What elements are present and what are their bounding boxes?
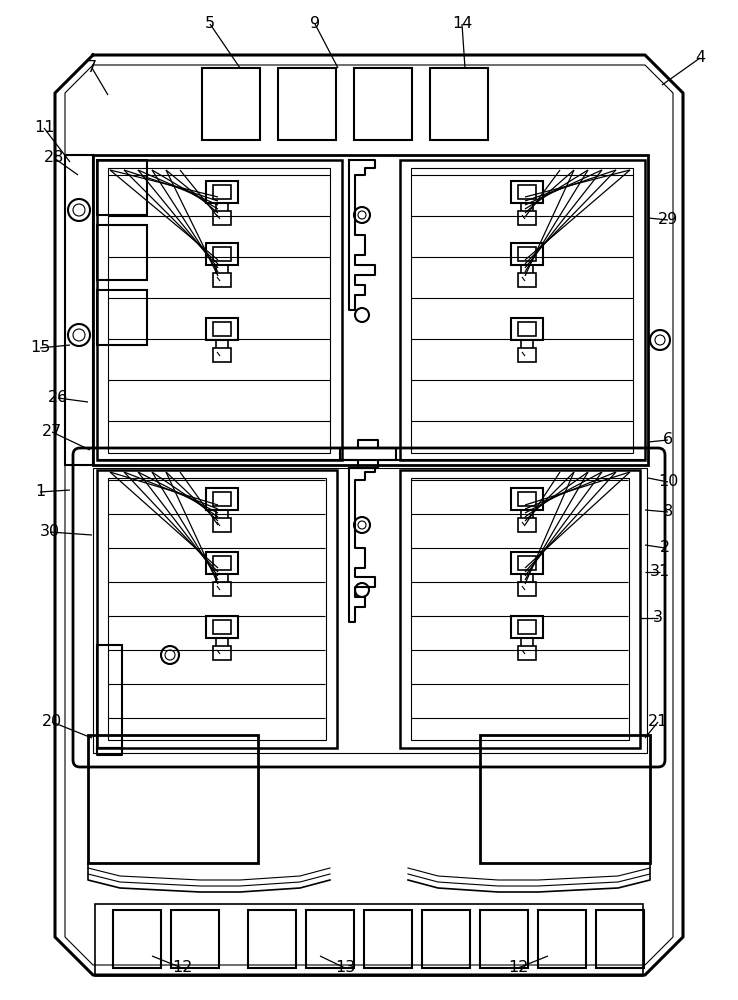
Bar <box>518 247 536 261</box>
Bar <box>518 348 536 362</box>
Bar <box>65 155 93 465</box>
Text: 13: 13 <box>335 960 355 976</box>
Text: 30: 30 <box>40 524 60 540</box>
Text: 31: 31 <box>650 564 670 580</box>
Bar <box>93 155 648 465</box>
Text: 14: 14 <box>452 16 472 31</box>
Bar <box>206 552 238 574</box>
Text: 10: 10 <box>658 475 678 489</box>
Bar <box>88 735 258 863</box>
Bar <box>518 322 536 336</box>
Bar <box>97 290 147 345</box>
Text: 20: 20 <box>42 714 62 730</box>
Text: 21: 21 <box>648 714 668 730</box>
Text: 1: 1 <box>35 485 45 499</box>
Text: 28: 28 <box>44 150 64 165</box>
Bar <box>171 910 219 968</box>
Bar <box>518 273 536 287</box>
Bar <box>206 616 238 638</box>
Bar <box>213 211 231 225</box>
Bar <box>206 318 238 340</box>
Bar <box>108 478 326 740</box>
Bar <box>511 616 543 638</box>
Bar <box>113 910 161 968</box>
Bar <box>278 68 336 140</box>
Bar <box>213 620 231 634</box>
Bar <box>518 211 536 225</box>
Bar <box>480 910 528 968</box>
Bar <box>518 582 536 596</box>
Bar <box>430 68 488 140</box>
Bar <box>202 68 260 140</box>
Bar <box>511 181 543 203</box>
Text: 2: 2 <box>660 540 670 556</box>
Bar <box>213 273 231 287</box>
Bar <box>97 225 147 280</box>
Bar <box>213 322 231 336</box>
Bar <box>213 247 231 261</box>
Bar <box>511 318 543 340</box>
Text: 26: 26 <box>48 390 68 406</box>
Text: 15: 15 <box>30 340 50 356</box>
Bar <box>411 168 633 453</box>
Bar <box>97 645 122 748</box>
Bar <box>518 518 536 532</box>
Bar <box>511 488 543 510</box>
Bar <box>97 470 337 748</box>
Bar <box>354 68 412 140</box>
Bar <box>596 910 644 968</box>
Bar <box>518 185 536 199</box>
Bar <box>206 488 238 510</box>
Bar <box>213 582 231 596</box>
Bar <box>206 181 238 203</box>
Bar <box>213 646 231 660</box>
Text: 27: 27 <box>42 424 62 440</box>
Bar <box>518 556 536 570</box>
Bar <box>213 492 231 506</box>
Bar <box>213 556 231 570</box>
Bar <box>400 470 640 748</box>
Text: 12: 12 <box>172 960 192 976</box>
Text: 3: 3 <box>653 610 663 626</box>
Bar <box>518 492 536 506</box>
Bar <box>518 620 536 634</box>
Bar <box>364 910 412 968</box>
Bar <box>480 735 650 863</box>
Bar <box>213 518 231 532</box>
Bar <box>213 185 231 199</box>
Bar <box>518 646 536 660</box>
Bar <box>206 243 238 265</box>
Text: 8: 8 <box>663 504 673 520</box>
Bar <box>538 910 586 968</box>
Text: 9: 9 <box>310 16 320 31</box>
Text: 7: 7 <box>87 60 97 76</box>
Text: 11: 11 <box>34 120 55 135</box>
Text: 12: 12 <box>508 960 528 976</box>
Text: 5: 5 <box>205 16 215 31</box>
Bar <box>97 160 342 460</box>
Bar <box>93 468 647 753</box>
Bar <box>108 168 330 453</box>
Bar <box>213 348 231 362</box>
Bar <box>422 910 470 968</box>
Bar <box>411 478 629 740</box>
Bar <box>95 904 643 976</box>
Bar <box>400 160 645 460</box>
Text: 29: 29 <box>658 213 678 228</box>
Bar <box>306 910 354 968</box>
Bar <box>248 910 296 968</box>
Text: 4: 4 <box>695 50 705 66</box>
Bar <box>97 160 147 215</box>
Bar <box>511 243 543 265</box>
Text: 6: 6 <box>663 432 673 448</box>
Bar <box>511 552 543 574</box>
